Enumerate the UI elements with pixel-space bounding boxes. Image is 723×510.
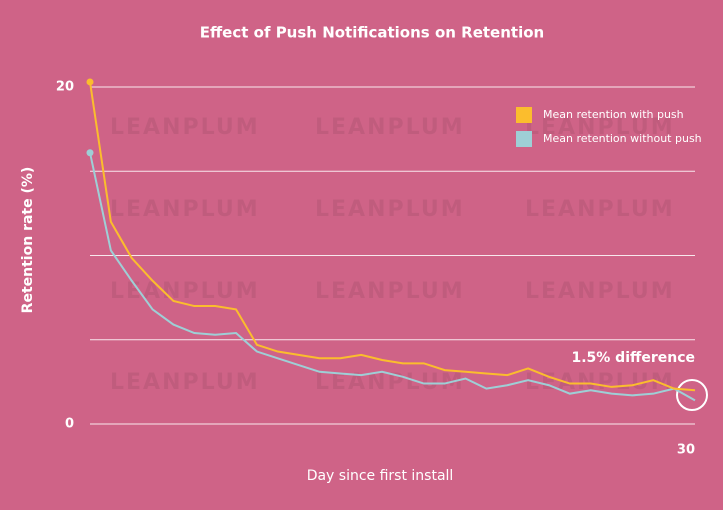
watermark: LEANPLUM <box>525 115 675 140</box>
start-dot <box>86 78 94 86</box>
y-tick-label: 20 <box>56 80 74 95</box>
watermark: LEANPLUM <box>315 115 465 140</box>
legend-label: Mean retention with push <box>543 108 684 121</box>
line <box>89 81 696 392</box>
highlight-circle <box>676 379 708 411</box>
legend-swatch <box>516 131 532 147</box>
x-axis-label: Day since first install <box>307 468 454 484</box>
start-dot <box>86 149 94 157</box>
watermark: LEANPLUM <box>315 197 465 222</box>
x-tick-label: 30 <box>677 443 695 458</box>
line <box>89 152 696 402</box>
watermark: LEANPLUM <box>525 197 675 222</box>
y-tick-label: 0 <box>65 417 74 432</box>
watermark: LEANPLUM <box>110 115 260 140</box>
legend-swatch <box>516 107 532 123</box>
legend-label: Mean retention without push <box>543 132 702 145</box>
watermark: LEANPLUM <box>315 279 465 304</box>
watermark: LEANPLUM <box>525 279 675 304</box>
annotation: 1.5% difference <box>571 350 695 366</box>
chart-title: Effect of Push Notifications on Retentio… <box>200 24 544 42</box>
watermark: LEANPLUM <box>110 197 260 222</box>
watermark: LEANPLUM <box>110 370 260 395</box>
y-axis-label: Retention rate (%) <box>20 167 36 314</box>
